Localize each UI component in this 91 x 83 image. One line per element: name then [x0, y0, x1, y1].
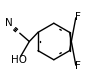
- Text: HO: HO: [11, 55, 26, 65]
- Text: N: N: [5, 18, 12, 28]
- Text: F: F: [75, 12, 81, 22]
- Text: F: F: [75, 61, 81, 71]
